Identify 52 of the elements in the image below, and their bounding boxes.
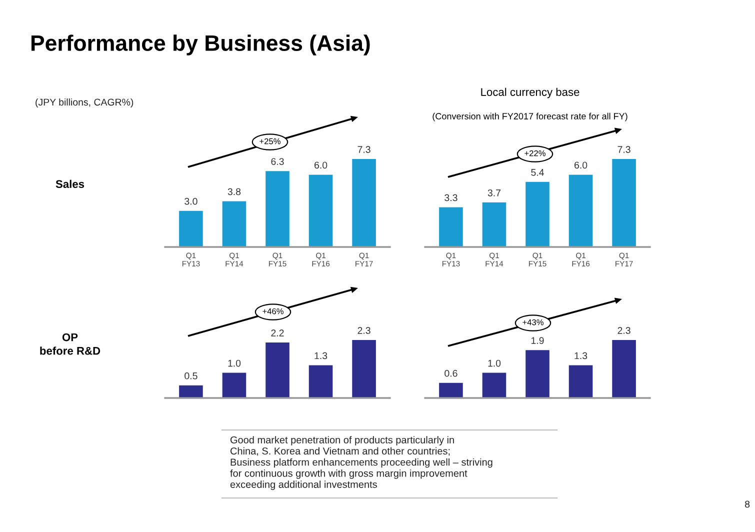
- bar: [568, 174, 593, 247]
- y-axis-title: OP before R&D: [40, 333, 100, 355]
- bar: [439, 382, 463, 398]
- data-label: 6.3: [271, 158, 284, 165]
- data-label: 1.9: [531, 337, 544, 344]
- data-label: 1.3: [314, 352, 328, 360]
- bar: [308, 174, 333, 247]
- data-label: 6.0: [574, 162, 588, 169]
- data-label: 3.0: [184, 198, 198, 205]
- bar: [612, 159, 636, 247]
- text: Good market penetration of products particularly in China, S. Korea and Vietnam and other countries; Business platform enhancements proceeding well – striving for continuous growth with gross margin improvement exceeding additional investments: [230, 436, 492, 490]
- data-label: 1.0: [488, 360, 501, 367]
- data-label: 6.0: [314, 162, 328, 169]
- bar: [222, 201, 246, 247]
- data-label: 7.3: [618, 146, 630, 153]
- bar: [526, 350, 550, 398]
- data-label: 3.8: [228, 188, 241, 196]
- data-label: 1.0: [228, 360, 241, 367]
- data-label: 2.3: [358, 327, 370, 334]
- text: (JPY billions, CAGR%): [36, 98, 134, 108]
- bar: [179, 210, 203, 247]
- y-axis-title: Sales: [56, 180, 84, 188]
- data-label: 0.5: [184, 372, 198, 380]
- data-label: 0.6: [444, 370, 458, 377]
- bar: [266, 171, 290, 247]
- bar: [179, 385, 203, 398]
- text: +43%: [522, 319, 544, 326]
- bar: [482, 372, 506, 398]
- data-label: 7.3: [358, 146, 370, 153]
- bar: [612, 340, 636, 398]
- data-label: 3.7: [488, 189, 500, 196]
- chart-subtitle: (Conversion with FY2017 forecast rate for all FY): [432, 112, 628, 122]
- data-label: 1.3: [574, 352, 588, 360]
- bar: [308, 365, 333, 398]
- text: +46%: [262, 308, 284, 314]
- bar: [439, 207, 463, 247]
- bar: [222, 372, 246, 398]
- chart-title: Performance by Business (Asia): [31, 34, 370, 56]
- text: +25%: [260, 138, 280, 144]
- bar: [352, 159, 376, 247]
- data-label: 2.2: [271, 330, 284, 336]
- text: 8: [745, 500, 750, 508]
- bar: [526, 182, 550, 247]
- bar: [266, 342, 290, 398]
- data-label: 2.3: [618, 327, 630, 334]
- text: +22%: [524, 150, 546, 156]
- chart-title: Local currency base: [481, 88, 580, 98]
- data-label: 5.4: [531, 169, 544, 176]
- bar: [482, 202, 506, 247]
- bar: [352, 340, 376, 398]
- data-label: 3.3: [444, 194, 458, 202]
- bar: [568, 365, 593, 398]
